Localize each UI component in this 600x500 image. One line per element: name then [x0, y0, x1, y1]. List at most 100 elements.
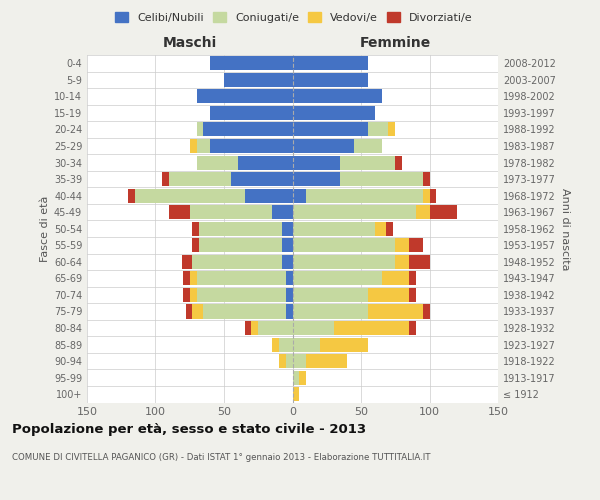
Bar — [286, 288, 293, 302]
Bar — [293, 139, 354, 153]
Bar — [409, 238, 422, 252]
Bar — [135, 188, 245, 202]
Bar — [422, 172, 430, 186]
Bar — [163, 172, 169, 186]
Bar — [422, 188, 430, 202]
Bar — [334, 321, 409, 335]
Bar — [197, 139, 211, 153]
Bar — [422, 304, 430, 318]
Bar — [293, 304, 368, 318]
Bar — [281, 222, 293, 236]
Bar — [286, 304, 293, 318]
Bar — [211, 139, 293, 153]
Bar — [272, 205, 293, 219]
Bar — [293, 90, 382, 104]
Bar — [197, 156, 238, 170]
Bar — [293, 288, 368, 302]
Bar — [416, 205, 430, 219]
Bar — [395, 156, 402, 170]
Bar — [340, 172, 422, 186]
Bar — [293, 238, 395, 252]
Bar — [286, 272, 293, 285]
Bar — [388, 122, 395, 136]
Bar — [306, 188, 422, 202]
Text: COMUNE DI CIVITELLA PAGANICO (GR) - Dati ISTAT 1° gennaio 2013 - Elaborazione TU: COMUNE DI CIVITELLA PAGANICO (GR) - Dati… — [12, 452, 431, 462]
Bar — [279, 354, 286, 368]
Bar — [286, 354, 293, 368]
Bar — [382, 272, 409, 285]
Bar — [128, 188, 135, 202]
Bar — [368, 288, 409, 302]
Bar — [293, 354, 306, 368]
Bar — [354, 139, 382, 153]
Bar — [251, 321, 258, 335]
Bar — [245, 321, 251, 335]
Bar — [245, 188, 293, 202]
Bar — [409, 272, 416, 285]
Bar — [258, 321, 293, 335]
Bar — [197, 288, 286, 302]
Bar — [211, 106, 293, 120]
Bar — [182, 255, 193, 269]
Y-axis label: Anni di nascita: Anni di nascita — [560, 188, 570, 270]
Bar — [299, 370, 306, 384]
Bar — [190, 288, 197, 302]
Bar — [409, 321, 416, 335]
Bar — [183, 272, 190, 285]
Bar — [211, 56, 293, 70]
Bar — [293, 56, 368, 70]
Bar — [183, 288, 190, 302]
Bar — [193, 222, 199, 236]
Bar — [395, 238, 409, 252]
Text: Maschi: Maschi — [163, 36, 217, 50]
Bar — [197, 272, 286, 285]
Text: Femmine: Femmine — [359, 36, 431, 50]
Bar — [293, 222, 375, 236]
Bar — [190, 139, 197, 153]
Bar — [320, 338, 368, 351]
Text: Popolazione per età, sesso e stato civile - 2013: Popolazione per età, sesso e stato civil… — [12, 422, 366, 436]
Bar — [409, 288, 416, 302]
Bar — [386, 222, 392, 236]
Bar — [238, 156, 293, 170]
Bar — [395, 255, 409, 269]
Bar — [409, 255, 430, 269]
Bar — [185, 304, 193, 318]
Bar — [197, 122, 203, 136]
Bar — [293, 172, 340, 186]
Bar — [368, 304, 422, 318]
Bar — [193, 238, 199, 252]
Bar — [281, 238, 293, 252]
Bar — [293, 370, 299, 384]
Bar — [293, 321, 334, 335]
Bar — [193, 304, 203, 318]
Bar — [293, 73, 368, 87]
Bar — [293, 122, 368, 136]
Bar — [203, 304, 286, 318]
Bar — [306, 354, 347, 368]
Bar — [430, 188, 436, 202]
Bar — [193, 255, 281, 269]
Bar — [190, 205, 272, 219]
Y-axis label: Fasce di età: Fasce di età — [40, 196, 50, 262]
Bar — [293, 338, 320, 351]
Bar — [281, 255, 293, 269]
Bar — [293, 255, 395, 269]
Bar — [293, 156, 340, 170]
Bar — [293, 387, 299, 402]
Bar — [197, 90, 293, 104]
Bar — [272, 338, 279, 351]
Legend: Celibi/Nubili, Coniugati/e, Vedovi/e, Divorziati/e: Celibi/Nubili, Coniugati/e, Vedovi/e, Di… — [111, 8, 477, 28]
Bar — [231, 172, 293, 186]
Bar — [430, 205, 457, 219]
Bar — [293, 106, 375, 120]
Bar — [279, 338, 293, 351]
Bar — [375, 222, 386, 236]
Bar — [199, 222, 281, 236]
Bar — [169, 205, 190, 219]
Bar — [368, 122, 388, 136]
Bar — [169, 172, 231, 186]
Bar — [293, 205, 416, 219]
Bar — [293, 188, 306, 202]
Bar — [203, 122, 293, 136]
